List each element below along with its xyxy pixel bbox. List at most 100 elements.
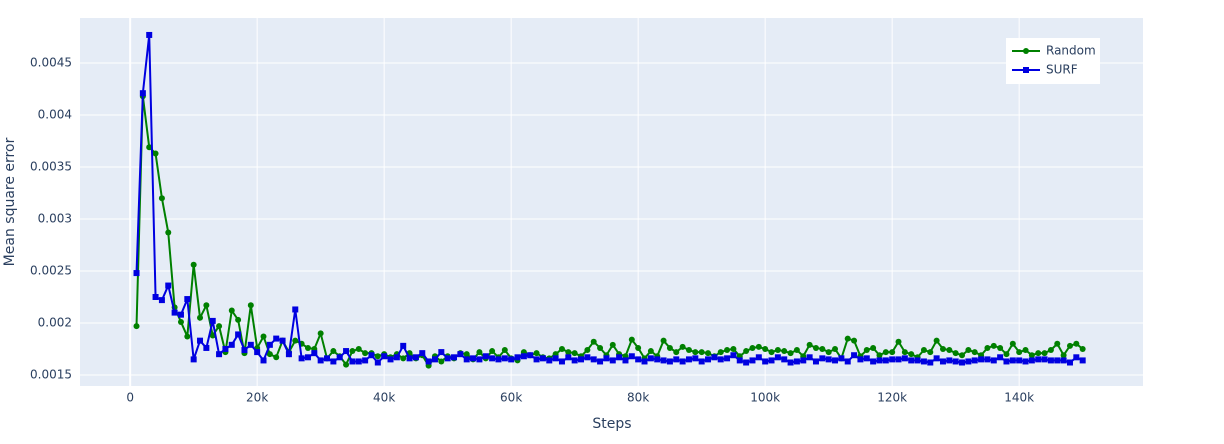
marker: [628, 353, 635, 360]
marker: [832, 345, 839, 352]
marker: [762, 358, 769, 365]
marker: [679, 358, 686, 365]
marker: [412, 354, 419, 361]
marker: [597, 358, 604, 365]
marker: [533, 356, 540, 363]
marker: [495, 356, 502, 363]
marker: [463, 351, 470, 358]
marker: [952, 350, 959, 357]
marker: [743, 359, 750, 366]
marker: [324, 355, 331, 362]
marker: [184, 296, 191, 303]
marker: [908, 351, 915, 358]
marker: [628, 336, 635, 343]
marker: [1060, 352, 1067, 359]
marker: [819, 345, 826, 352]
legend-marker: [1023, 48, 1029, 54]
marker: [590, 356, 597, 363]
marker: [679, 343, 686, 350]
y-tick-label: 0.0045: [30, 56, 72, 70]
marker: [654, 356, 661, 363]
marker: [146, 144, 153, 151]
marker: [571, 350, 578, 357]
marker: [692, 355, 699, 362]
x-tick-label: 80k: [627, 391, 649, 405]
marker: [374, 353, 381, 360]
marker: [939, 345, 946, 352]
marker: [647, 348, 654, 355]
marker: [177, 318, 184, 325]
marker: [273, 354, 280, 361]
marker: [889, 349, 896, 356]
marker: [768, 357, 775, 364]
marker: [317, 330, 324, 337]
marker: [698, 358, 705, 365]
marker: [362, 357, 369, 364]
marker: [724, 347, 731, 354]
marker: [254, 349, 261, 356]
marker: [1060, 357, 1067, 364]
marker: [1079, 345, 1086, 352]
marker: [825, 349, 832, 356]
marker: [927, 349, 934, 356]
marker: [190, 261, 197, 268]
y-tick-label: 0.002: [38, 315, 72, 329]
marker: [190, 356, 197, 363]
marker: [806, 354, 813, 361]
marker: [476, 349, 483, 356]
marker: [266, 341, 273, 348]
marker: [584, 347, 591, 354]
marker: [260, 357, 267, 364]
marker: [971, 357, 978, 364]
marker: [235, 331, 242, 338]
marker: [609, 357, 616, 364]
marker: [425, 358, 432, 365]
legend: Random SURF: [1006, 38, 1100, 84]
marker: [933, 337, 940, 344]
marker: [965, 358, 972, 365]
marker: [793, 347, 800, 354]
marker: [787, 350, 794, 357]
marker: [978, 356, 985, 363]
y-tick-label: 0.0025: [30, 263, 72, 277]
marker: [419, 350, 426, 357]
marker: [736, 357, 743, 364]
marker: [743, 348, 750, 355]
marker: [197, 314, 204, 321]
marker: [228, 341, 235, 348]
marker: [635, 344, 642, 351]
marker: [330, 358, 337, 365]
marker: [863, 355, 870, 362]
x-tick-label: 60k: [500, 391, 522, 405]
marker: [355, 345, 362, 352]
grid: [80, 18, 1143, 386]
marker: [787, 359, 794, 366]
y-tick-label: 0.0035: [30, 160, 72, 174]
marker: [882, 349, 889, 356]
y-tick-label: 0.0015: [30, 367, 72, 381]
marker: [285, 351, 292, 358]
marker: [1016, 357, 1023, 364]
marker: [666, 344, 673, 351]
marker: [927, 359, 934, 366]
marker: [812, 358, 819, 365]
legend-marker: [1023, 67, 1029, 73]
y-tick-label: 0.004: [38, 108, 72, 122]
series-layer: [133, 31, 1086, 369]
marker: [730, 345, 737, 352]
marker: [603, 355, 610, 362]
marker: [895, 338, 902, 345]
marker: [133, 323, 140, 330]
marker: [235, 316, 242, 323]
x-tick-label: 20k: [246, 391, 268, 405]
marker: [768, 349, 775, 356]
marker: [381, 353, 388, 360]
marker: [139, 90, 146, 97]
marker: [463, 356, 470, 363]
marker: [578, 356, 585, 363]
marker: [933, 355, 940, 362]
marker: [387, 356, 394, 363]
marker: [781, 348, 788, 355]
marker: [152, 150, 159, 157]
